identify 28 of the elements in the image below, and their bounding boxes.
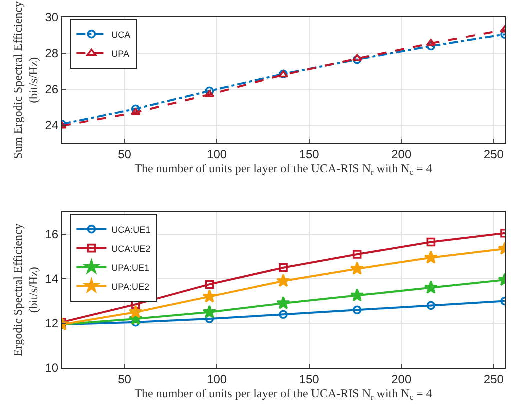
y-tick-label: 10: [45, 361, 59, 376]
legend-label: UPA:UE1: [112, 262, 150, 273]
x-axis-title: The number of units per layer of the UCA-RIS N$_{r}$ with N$_{c}$ = 4: [134, 386, 432, 402]
y-tick-label: 16: [45, 228, 59, 242]
y-tick-label: 26: [45, 82, 59, 97]
legend-label: UCA: [112, 30, 131, 40]
x-tick-label: 50: [118, 148, 132, 162]
y-tick-label: 14: [45, 272, 59, 286]
y-tick-label: 12: [45, 316, 59, 331]
x-tick-label: 200: [392, 148, 412, 162]
y-axis-title: Ergodic Spectral Efficiency (bit/s/Hz): [10, 224, 41, 357]
y-tick-label: 30: [45, 10, 59, 25]
y-tick-label: 24: [45, 118, 59, 132]
x-tick-label: 250: [484, 372, 504, 386]
x-tick-label: 50: [118, 372, 132, 386]
legend-label: UCA:UE1: [112, 224, 151, 235]
x-tick-label: 150: [299, 372, 320, 386]
x-tick-label: 100: [207, 148, 228, 162]
legend-label: UPA: [112, 48, 130, 59]
x-tick-label: 100: [207, 372, 228, 386]
x-tick-label: 200: [392, 372, 412, 386]
x-axis-title: The number of units per layer of the UCA-RIS N$_{r}$ with N$_{c}$ = 4: [134, 162, 432, 178]
y-axis-title: Sum Ergodic Spectral Efficiency (bit/s/Hz): [10, 1, 41, 160]
legend-label: UCA:UE2: [112, 244, 151, 254]
legend-label: UPA:UE2: [112, 282, 150, 292]
x-tick-label: 250: [484, 148, 504, 162]
y-tick-label: 28: [45, 46, 59, 61]
x-tick-label: 150: [299, 148, 320, 162]
